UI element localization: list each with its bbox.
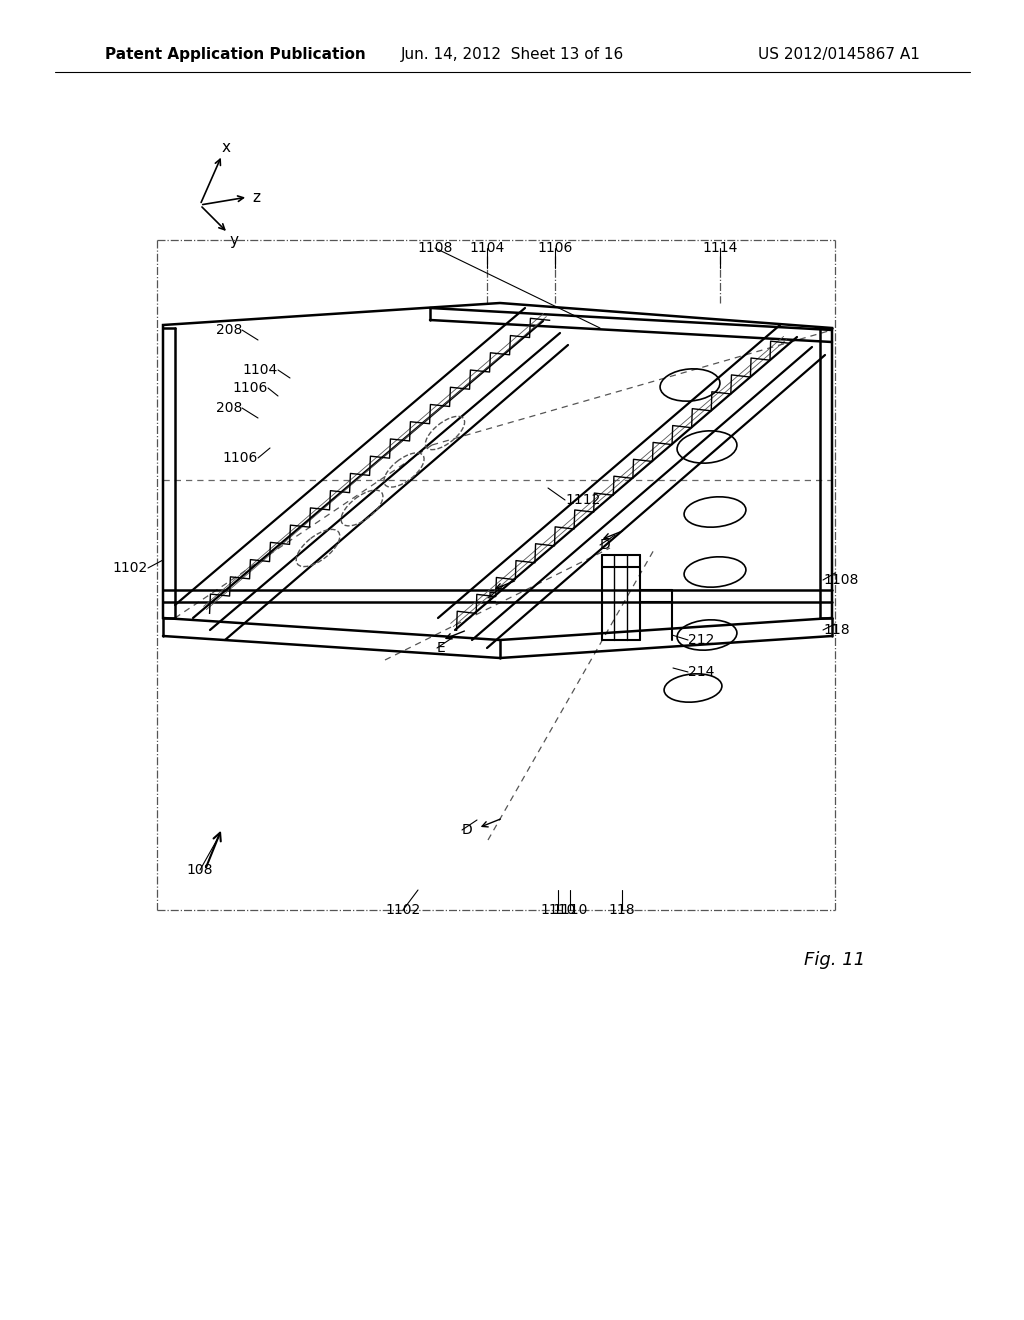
Text: 108: 108	[186, 863, 213, 876]
Text: 1102: 1102	[385, 903, 421, 917]
Text: 212: 212	[688, 634, 715, 647]
Text: z: z	[252, 190, 260, 205]
Text: D: D	[600, 539, 610, 552]
Text: 1106: 1106	[538, 242, 572, 255]
Text: y: y	[229, 232, 239, 248]
Text: 1108: 1108	[418, 242, 453, 255]
Text: Fig. 11: Fig. 11	[805, 950, 865, 969]
Text: 1106: 1106	[232, 381, 268, 395]
Text: 208: 208	[216, 401, 242, 414]
Text: 1104: 1104	[469, 242, 505, 255]
Text: 1114: 1114	[702, 242, 737, 255]
Text: 1110: 1110	[541, 903, 575, 917]
Text: US 2012/0145867 A1: US 2012/0145867 A1	[758, 48, 920, 62]
Text: 208: 208	[216, 323, 242, 337]
Text: 118: 118	[823, 623, 850, 638]
Text: 214: 214	[688, 665, 715, 678]
Text: E: E	[488, 591, 497, 605]
Text: Jun. 14, 2012  Sheet 13 of 16: Jun. 14, 2012 Sheet 13 of 16	[400, 48, 624, 62]
Text: 1112: 1112	[565, 492, 600, 507]
Text: E: E	[437, 642, 445, 655]
Text: x: x	[221, 140, 230, 156]
Text: Patent Application Publication: Patent Application Publication	[105, 48, 366, 62]
Text: 1106: 1106	[222, 451, 258, 465]
Text: 118: 118	[608, 903, 635, 917]
Text: 1104: 1104	[243, 363, 278, 378]
Text: 1102: 1102	[113, 561, 148, 576]
Text: D: D	[462, 822, 473, 837]
Text: 1110: 1110	[552, 903, 588, 917]
Text: 1108: 1108	[823, 573, 858, 587]
